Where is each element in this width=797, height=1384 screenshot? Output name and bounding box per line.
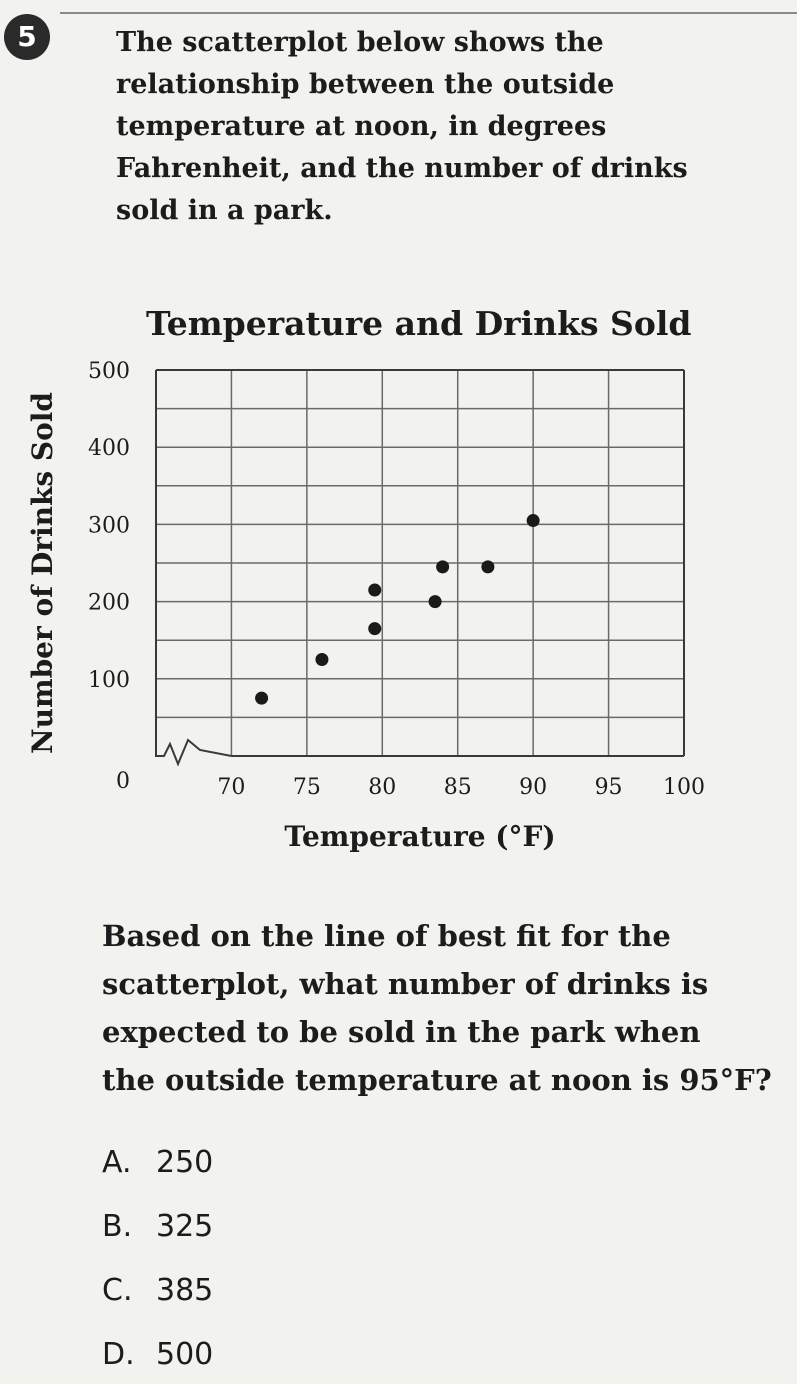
data-point — [368, 622, 382, 636]
choice-letter: D. — [102, 1337, 135, 1372]
prompt-line: relationship between the outside — [116, 69, 615, 100]
data-point — [526, 514, 540, 528]
choice-d[interactable]: D. 500 — [102, 1330, 213, 1384]
data-point — [436, 560, 450, 574]
x-tick-label: 70 — [217, 775, 245, 800]
y-tick-label-origin: 0 — [116, 769, 130, 794]
choice-value: 500 — [156, 1337, 214, 1372]
choice-c[interactable]: C. 385 — [102, 1266, 213, 1330]
choice-letter: B. — [102, 1209, 133, 1244]
data-point — [255, 691, 269, 705]
scatterplot: 100 200 300 400 500 0 70 75 80 85 90 95 100 Temperatu… — [26, 359, 705, 853]
chart-title: Temperature and Drinks Sold — [146, 304, 692, 343]
top-rule — [60, 12, 797, 14]
choice-letter: A. — [102, 1145, 132, 1180]
x-tick-label: 90 — [519, 775, 547, 800]
y-tick-label: 200 — [88, 591, 130, 616]
ask-line: scatterplot, what number of drinks is — [102, 967, 709, 1001]
x-axis-label: Temperature (°F) — [284, 820, 555, 853]
choice-value: 250 — [156, 1145, 214, 1180]
question-prompt: The scatterplot below shows the relation… — [116, 22, 716, 232]
y-tick-label: 500 — [88, 359, 130, 384]
y-tick-label: 100 — [88, 668, 130, 693]
data-point — [315, 653, 329, 666]
choice-letter: C. — [102, 1273, 133, 1308]
x-tick-label: 75 — [293, 775, 321, 800]
ask-line: Based on the line of best fit for the — [102, 919, 671, 953]
x-tick-label: 100 — [663, 775, 705, 800]
choice-value: 385 — [156, 1273, 214, 1308]
data-point — [481, 560, 495, 574]
question-number-badge: 5 — [4, 14, 50, 60]
question-ask: Based on the line of best fit for the sc… — [102, 912, 782, 1104]
x-tick-label: 95 — [595, 775, 623, 800]
choice-value: 325 — [156, 1209, 214, 1244]
choice-a[interactable]: A. 250 — [102, 1138, 213, 1202]
x-tick-label: 85 — [444, 775, 472, 800]
x-tick-label: 80 — [368, 775, 396, 800]
ask-line: expected to be sold in the park when — [102, 1015, 701, 1049]
ask-line: the outside temperature at noon is 95°F? — [102, 1063, 772, 1097]
data-point — [428, 595, 442, 609]
prompt-line: temperature at noon, in degrees — [116, 111, 607, 142]
answer-choices: A. 250 B. 325 C. 385 D. 500 — [102, 1138, 213, 1384]
prompt-line: The scatterplot below shows the — [116, 27, 604, 58]
prompt-line: Fahrenheit, and the number of drinks — [116, 153, 688, 184]
choice-b[interactable]: B. 325 — [102, 1202, 213, 1266]
y-axis-label: Number of Drinks Sold — [26, 392, 59, 754]
prompt-line: sold in a park. — [116, 195, 333, 226]
data-point — [368, 583, 382, 597]
y-tick-label: 400 — [88, 436, 130, 461]
axis-break-zigzag — [155, 738, 232, 767]
y-tick-label: 300 — [88, 513, 130, 538]
